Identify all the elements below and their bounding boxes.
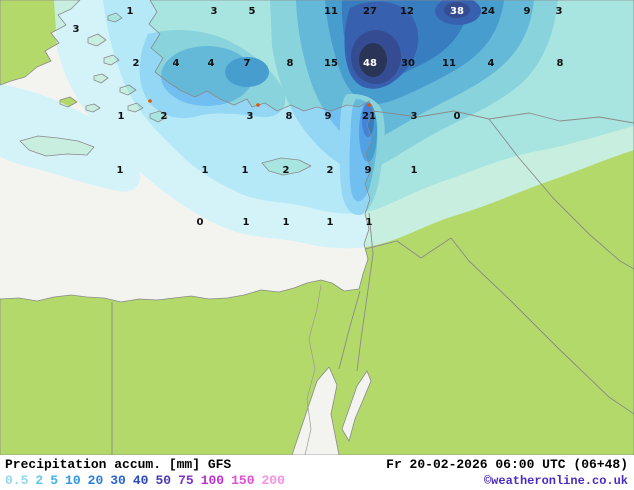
precip-value: 2	[133, 58, 140, 69]
precip-value: 1	[117, 165, 124, 176]
precip-value: 3	[556, 6, 563, 17]
color-scale-legend: 0.5 2 5 10 20 30 40 50 75 100 150 200	[5, 473, 292, 488]
precip-value: 8	[557, 58, 564, 69]
precip-value: 3	[73, 24, 80, 35]
scale-value: 30	[110, 473, 126, 488]
precip-value: 11	[442, 58, 456, 69]
precip-value: 24	[481, 6, 495, 17]
precip-value: 27	[363, 6, 377, 17]
forecast-datetime: Fr 20-02-2026 06:00 UTC (06+48)	[386, 457, 628, 472]
precip-value: 15	[324, 58, 338, 69]
footer-bar: Precipitation accum. [mm] GFS Fr 20-02-2…	[0, 455, 634, 490]
precip-value: 38	[450, 6, 464, 17]
scale-value: 40	[132, 473, 149, 488]
precip-value: 0	[454, 111, 461, 122]
precip-value: 3	[411, 111, 418, 122]
precip-value: 2	[283, 165, 290, 176]
red-sea	[291, 366, 372, 455]
scale-value: 200	[261, 473, 285, 488]
precip-value: 4	[208, 58, 215, 69]
country-borders	[111, 110, 634, 455]
scale-value: 20	[87, 473, 104, 488]
precip-map: 1 3 5 11 27 12 38 24 9 332 4 4 7 8 15 48 30 11 4 81 2 3 8 9 21 3 0…	[0, 0, 634, 455]
precip-value: 1	[243, 217, 250, 228]
scale-value: 75	[178, 473, 194, 488]
precip-value: 7	[244, 58, 251, 69]
precip-value: 4	[488, 58, 495, 69]
precip-value: 1	[327, 217, 334, 228]
precip-value: 2	[161, 111, 168, 122]
scale-value: 100	[200, 473, 225, 488]
precip-value: 3	[247, 111, 254, 122]
scale-value: 50	[155, 473, 172, 488]
scale-value: 150	[231, 473, 255, 488]
precip-value: 4	[173, 58, 180, 69]
precip-value: 21	[362, 111, 376, 122]
precip-values-layer: 1 3 5 11 27 12 38 24 9 332 4 4 7 8 15 48 30 11 4 81 2 3 8 9 21 3 0…	[73, 6, 564, 228]
precip-value: 9	[365, 165, 372, 176]
map-title: Precipitation accum. [mm] GFS	[5, 457, 232, 472]
precip-value: 11	[324, 6, 338, 17]
nile-river	[304, 284, 322, 455]
city-dot	[367, 103, 371, 107]
scale-value: 2	[35, 473, 44, 488]
scale-value: 0.5	[5, 473, 29, 488]
precip-value: 1	[366, 217, 373, 228]
city-dots	[148, 99, 371, 107]
precip-value: 1	[127, 6, 134, 17]
scale-value: 10	[65, 473, 81, 488]
precip-value: 9	[325, 111, 332, 122]
precip-value: 1	[411, 165, 418, 176]
precip-value: 1	[118, 111, 125, 122]
precip-value: 12	[400, 6, 414, 17]
precip-value: 3	[211, 6, 218, 17]
precip-value: 48	[363, 58, 377, 69]
precip-value: 5	[249, 6, 256, 17]
city-dot	[256, 103, 260, 107]
copyright-text: ©weatheronline.co.uk	[483, 474, 628, 488]
precip-value: 1	[202, 165, 209, 176]
precip-value: 8	[287, 58, 294, 69]
precip-value: 9	[524, 6, 531, 17]
city-dot	[148, 99, 152, 103]
precip-value: 1	[242, 165, 249, 176]
map-area: 1 3 5 11 27 12 38 24 9 3 3 2 4 4 7 8 15 48 30 11 4 8 1 2 3 8 9 21 3 0…	[0, 0, 634, 455]
precip-value: 8	[286, 111, 293, 122]
precip-value: 0	[197, 217, 204, 228]
precip-value: 1	[283, 217, 290, 228]
scale-value: 5	[50, 473, 59, 488]
precip-value: 2	[327, 165, 334, 176]
precip-value: 30	[401, 58, 415, 69]
